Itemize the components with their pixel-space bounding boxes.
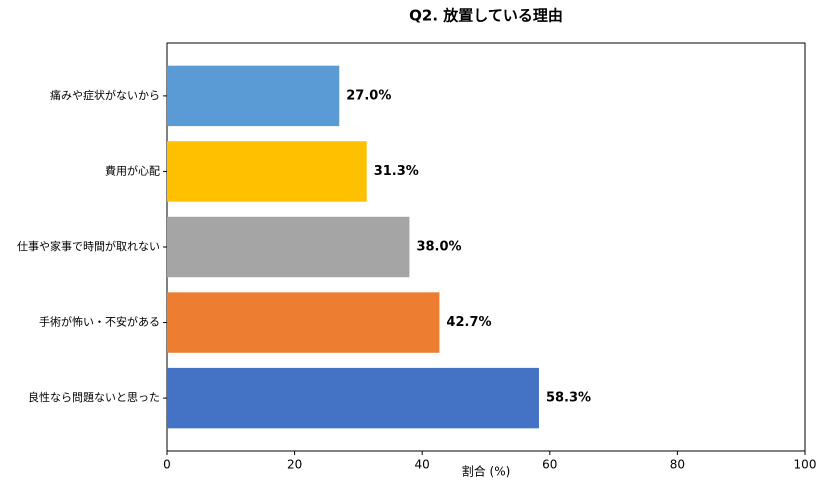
y-tick-label: 仕事や家事で時間が取れない (17, 239, 160, 253)
chart-title: Q2. 放置している理由 (409, 7, 563, 25)
x-axis-label: 割合 (%) (462, 464, 511, 479)
y-tick-label: 良性なら問題ないと思った (28, 390, 160, 404)
y-tick-label: 痛みや症状がないから (50, 88, 160, 102)
y-tick-label: 費用が心配 (105, 163, 160, 177)
bar (167, 292, 440, 353)
x-tick-label: 60 (542, 458, 557, 472)
x-tick-label: 100 (794, 458, 817, 472)
bar (167, 216, 410, 278)
value-label: 42.7% (446, 315, 491, 330)
x-tick-label: 80 (670, 458, 685, 472)
x-tick-label: 40 (415, 458, 430, 472)
value-label: 58.3% (546, 391, 591, 406)
x-tick-label: 0 (163, 458, 171, 472)
value-label: 31.3% (374, 164, 419, 179)
bar (167, 141, 367, 202)
bar (167, 367, 539, 429)
y-tick-label: 手術が怖い・不安がある (39, 315, 160, 329)
x-tick-label: 20 (287, 458, 302, 472)
bar (167, 65, 340, 127)
value-label: 27.0% (346, 88, 391, 103)
value-label: 38.0% (416, 240, 461, 255)
